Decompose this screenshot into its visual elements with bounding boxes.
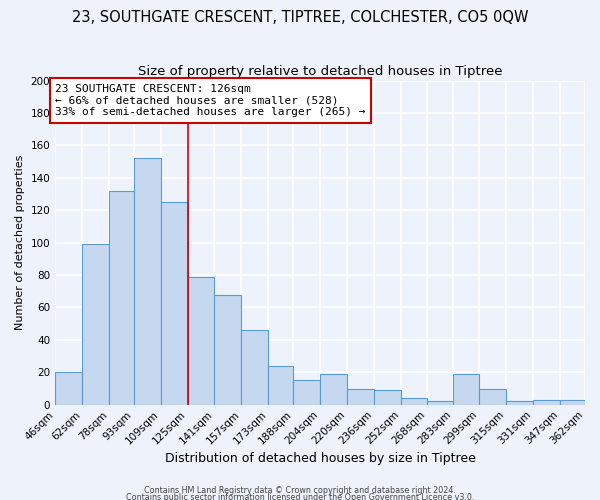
Bar: [452, 374, 479, 404]
Text: Contains public sector information licensed under the Open Government Licence v3: Contains public sector information licen…: [126, 494, 474, 500]
Bar: [188, 276, 214, 404]
Bar: [82, 244, 109, 404]
Text: Contains HM Land Registry data © Crown copyright and database right 2024.: Contains HM Land Registry data © Crown c…: [144, 486, 456, 495]
Bar: [401, 398, 427, 404]
Bar: [134, 158, 161, 404]
Text: 23, SOUTHGATE CRESCENT, TIPTREE, COLCHESTER, CO5 0QW: 23, SOUTHGATE CRESCENT, TIPTREE, COLCHES…: [72, 10, 528, 25]
Text: 23 SOUTHGATE CRESCENT: 126sqm
← 66% of detached houses are smaller (528)
33% of : 23 SOUTHGATE CRESCENT: 126sqm ← 66% of d…: [55, 84, 365, 117]
Bar: [268, 366, 293, 405]
Bar: [161, 202, 188, 404]
Bar: [506, 402, 533, 404]
Title: Size of property relative to detached houses in Tiptree: Size of property relative to detached ho…: [138, 65, 502, 78]
Bar: [427, 402, 452, 404]
Bar: [533, 400, 560, 404]
Bar: [374, 390, 401, 404]
Bar: [214, 294, 241, 405]
Bar: [293, 380, 320, 404]
X-axis label: Distribution of detached houses by size in Tiptree: Distribution of detached houses by size …: [164, 452, 476, 465]
Bar: [241, 330, 268, 404]
Bar: [560, 400, 585, 404]
Bar: [320, 374, 347, 404]
Bar: [55, 372, 82, 404]
Bar: [109, 191, 134, 404]
Bar: [347, 388, 374, 404]
Y-axis label: Number of detached properties: Number of detached properties: [15, 155, 25, 330]
Bar: [479, 388, 506, 404]
